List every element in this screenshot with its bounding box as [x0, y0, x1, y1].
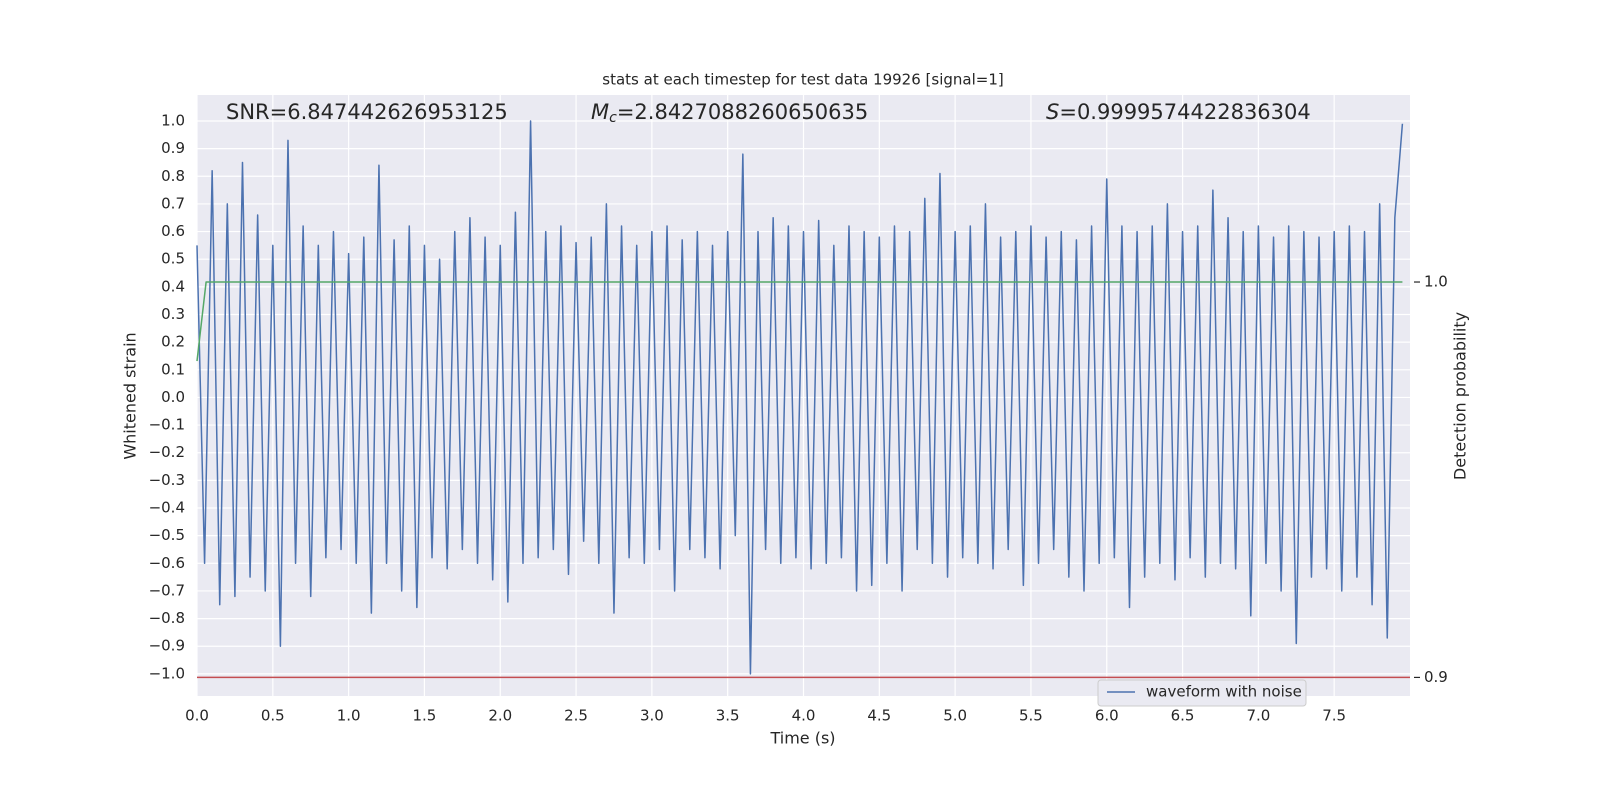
- y-tick-label: −0.9: [149, 637, 185, 655]
- annotation: SNR=6.847442626953125: [226, 100, 508, 124]
- x-tick-label: 4.5: [867, 707, 891, 725]
- x-tick-label: 1.0: [337, 707, 361, 725]
- y-tick-label: 0.6: [161, 222, 185, 240]
- x-tick-label: 6.5: [1171, 707, 1195, 725]
- y-tick-label: 0.4: [161, 277, 185, 295]
- y-tick-label: 1.0: [161, 111, 185, 129]
- y2-tick-label: 1.0: [1424, 273, 1448, 291]
- y-tick-label: 0.0: [161, 388, 185, 406]
- legend-label: waveform with noise: [1146, 683, 1302, 701]
- annotation-text: SNR=6.847442626953125: [226, 100, 508, 124]
- x-axis-label: Time (s): [769, 729, 835, 748]
- series-line: [196, 120, 1404, 675]
- x-tick-label: 0.5: [261, 707, 285, 725]
- y2-axis-label: Detection probability: [1451, 312, 1470, 480]
- y-tick-label: −0.4: [149, 499, 185, 517]
- series-line: [196, 281, 1403, 362]
- y-tick-label: −0.3: [149, 471, 185, 489]
- x-tick-label: 3.0: [640, 707, 664, 725]
- marks: [196, 120, 1410, 679]
- y-tick-label: −0.6: [149, 554, 185, 572]
- y-tick-label: −1.0: [149, 664, 185, 682]
- x-tick-label: 1.5: [413, 707, 437, 725]
- x-tick-label: 3.5: [716, 707, 740, 725]
- y-tick-label: 0.8: [161, 167, 185, 185]
- x-tick-label: 5.0: [943, 707, 967, 725]
- y-tick-label: −0.2: [149, 443, 185, 461]
- annotation-subscript: c: [609, 110, 617, 126]
- annotation-symbol: M: [591, 100, 609, 124]
- y-tick-label: −0.5: [149, 526, 185, 544]
- x-tick-label: 5.5: [1019, 707, 1043, 725]
- x-tick-label: 2.0: [488, 707, 512, 725]
- y-tick-label: 0.7: [161, 194, 185, 212]
- y-tick-label: −0.7: [149, 581, 185, 599]
- x-tick-label: 4.0: [792, 707, 816, 725]
- x-tick-label: 2.5: [564, 707, 588, 725]
- chart-title: stats at each timestep for test data 199…: [602, 71, 1003, 89]
- x-tick-label: 0.0: [185, 707, 209, 725]
- y-tick-label: 0.2: [161, 333, 185, 351]
- y-tick-label: 0.5: [161, 250, 185, 268]
- y-tick-label: 0.9: [161, 139, 185, 157]
- x-tick-label: 6.0: [1095, 707, 1119, 725]
- annotation-text: =2.8427088260650635: [617, 100, 868, 124]
- annotation: Mc=2.8427088260650635: [591, 100, 868, 126]
- legend-box: [1097, 679, 1307, 707]
- y2-tick-label: 0.9: [1424, 668, 1448, 686]
- y-tick-label: 0.3: [161, 305, 185, 323]
- y-tick-label: 0.1: [161, 360, 185, 378]
- y-axis-label: Whitened strain: [121, 332, 140, 459]
- labels: 0.0 0.5 1.0 1.5 2.0 2.5 3.0 3.5 4.0 4.5 5.0 5.5 6.0 6…: [149, 100, 1448, 725]
- annotation-text: =0.9999574422836304: [1059, 100, 1310, 124]
- annotation: S=0.9999574422836304: [1046, 100, 1311, 124]
- x-tick-label: 7.5: [1322, 707, 1346, 725]
- y-tick-label: −0.1: [149, 416, 185, 434]
- y-tick-label: −0.8: [149, 609, 185, 627]
- annotation-symbol: S: [1046, 100, 1059, 124]
- x-tick-label: 7.0: [1246, 707, 1270, 725]
